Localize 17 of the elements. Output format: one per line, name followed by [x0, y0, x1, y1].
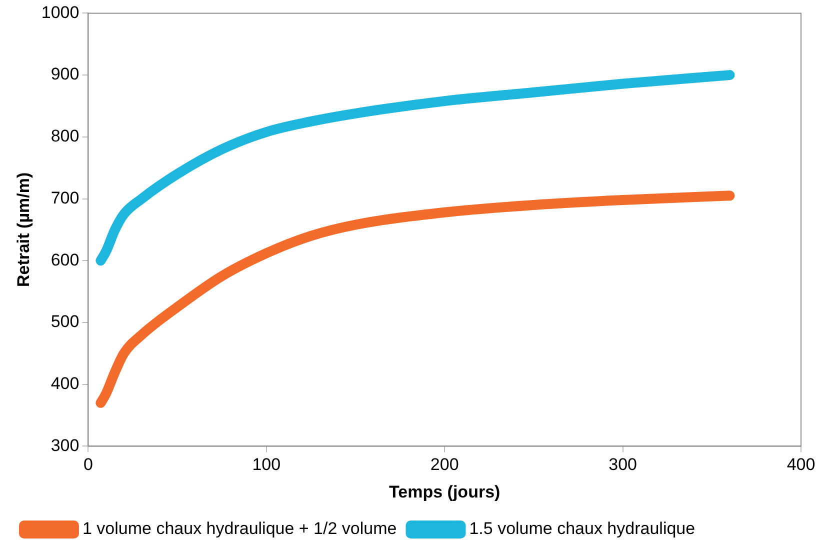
x-axis-title: Temps (jours): [389, 482, 500, 502]
legend-label: 1.5 volume chaux hydraulique: [469, 519, 696, 538]
y-tick-label: 900: [50, 64, 80, 84]
x-tick-label: 400: [786, 455, 816, 474]
x-tick-label: 300: [608, 455, 637, 474]
x-tick-label: 200: [430, 455, 459, 474]
y-tick-label: 300: [50, 436, 80, 455]
y-tick-label: 500: [50, 312, 80, 332]
x-tick-label: 100: [252, 455, 281, 474]
y-tick-label: 600: [50, 250, 80, 270]
legend-label: 1 volume chaux hydraulique + 1/2 volume: [82, 519, 397, 538]
y-tick-label: 700: [50, 188, 80, 208]
y-tick-label: 800: [50, 126, 80, 146]
x-tick-label: 0: [83, 455, 93, 474]
y-axis-title: Retrait (µm/m): [14, 172, 33, 288]
y-tick-label: 1000: [41, 2, 80, 22]
y-tick-label: 400: [50, 374, 80, 394]
